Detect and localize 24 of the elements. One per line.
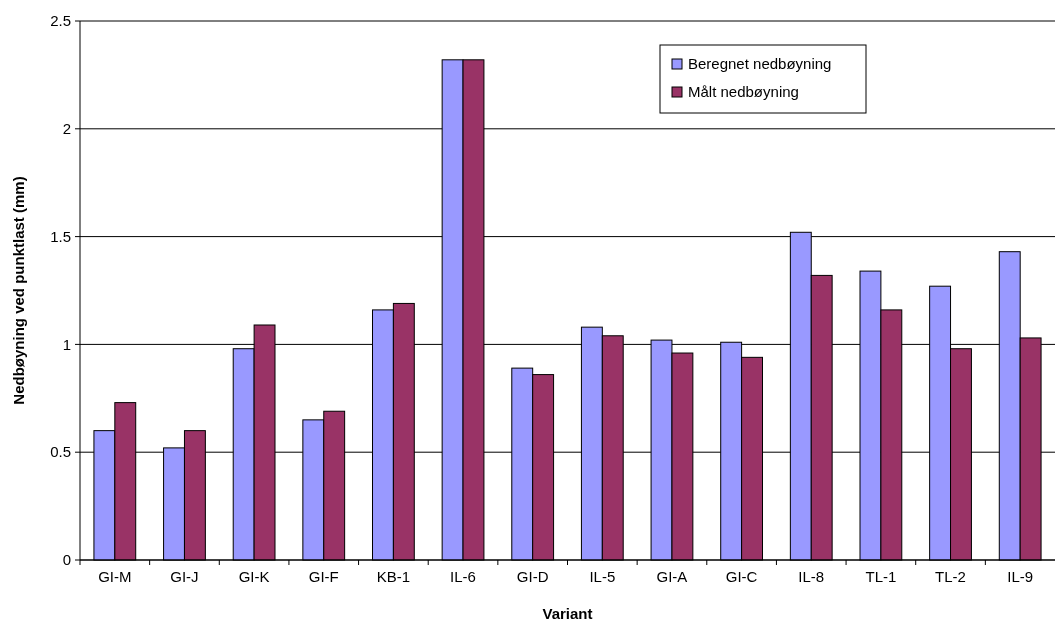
x-tick-label: GI-M [98,568,132,585]
x-tick-label: TL-1 [865,568,897,585]
x-axis-title: Variant [542,605,593,622]
x-tick-label: IL-8 [798,568,825,585]
x-tick-label: GI-D [516,568,549,585]
x-tick-label: GI-F [308,568,339,585]
y-tick-label: 2 [62,120,71,138]
y-tick-label: 1.5 [50,227,71,245]
x-tick-label: IL-9 [1007,568,1034,585]
y-tick-label: 0 [62,551,71,569]
x-tick-label: IL-6 [450,568,476,585]
y-tick-label: 1 [62,335,71,353]
x-tick-label: GI-A [656,568,688,585]
y-axis-title: Nedbøyning ved punktlast (mm) [10,176,27,405]
legend-label: Beregnet nedbøyning [688,55,832,73]
x-tick-label: TL-2 [935,568,966,585]
x-tick-label: GI-J [170,568,199,585]
legend-label: Målt nedbøyning [688,83,799,101]
y-tick-label: 2.5 [50,12,71,30]
x-tick-label: KB-1 [376,568,411,585]
x-tick-label: GI-K [238,568,270,585]
x-tick-label: IL-5 [589,568,616,585]
y-tick-label: 0.5 [50,443,71,461]
x-tick-label: GI-C [725,568,758,585]
